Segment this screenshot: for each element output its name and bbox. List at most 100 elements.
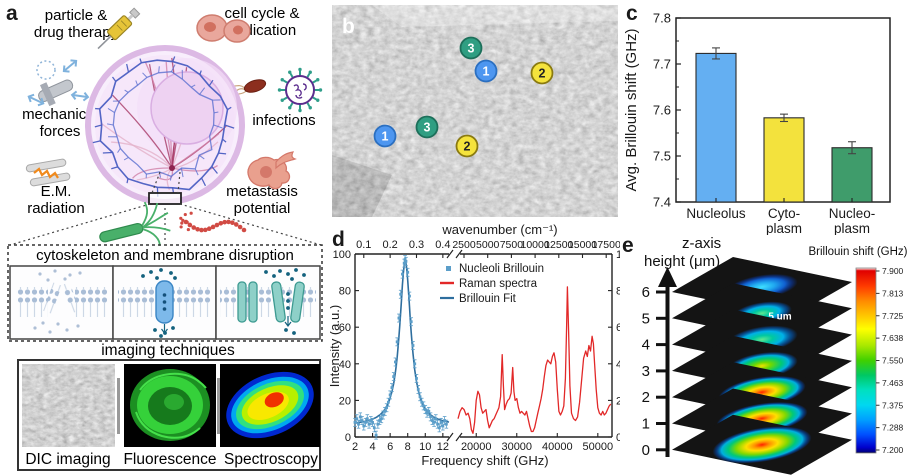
- panel-c: 7.4 7.5 7.6 7.7 7.8 Nucleolus Cyto-plasm Nucleo…: [620, 0, 913, 236]
- cytoskeleton-filament: [112, 94, 173, 169]
- label-mechanical-line1: mechanical: [22, 106, 98, 123]
- label-metastasis-line2: potential: [234, 200, 291, 217]
- scatter-point: [386, 400, 390, 404]
- category-label-2: plasm: [834, 221, 870, 235]
- top-tick-label: 10000: [520, 239, 549, 251]
- cell-division-icon: [196, 14, 251, 43]
- cytoskeleton-branch: [201, 177, 207, 187]
- scatter-point: [390, 386, 394, 389]
- marker-number-2: 2: [464, 140, 471, 154]
- panel-d: 0020204040606080801001002468101220000300…: [327, 222, 634, 475]
- marker-number-3: 3: [424, 121, 431, 135]
- z-slice-0: [672, 414, 852, 475]
- syringe-icon: [97, 7, 141, 50]
- z-tick-label: 5: [642, 310, 650, 327]
- actin-bead: [226, 219, 231, 225]
- virus-spike-tip: [298, 108, 302, 113]
- scatter-point: [409, 320, 413, 324]
- cytoskeleton-branch: [211, 166, 218, 174]
- panel-a: particle & drug therapy cell cycle & rep…: [0, 0, 330, 475]
- scatter-point: [399, 292, 403, 296]
- actin-bead: [203, 227, 208, 233]
- c-ylabel: Avg. Brillouin shift (GHz): [623, 28, 640, 191]
- cytoskeleton-ring: [112, 71, 215, 178]
- label-mechanical-line2: forces: [40, 123, 81, 140]
- actin-bead: [233, 222, 239, 227]
- slice-heatmap-blob: [712, 426, 812, 464]
- cytoskeleton-ring: [98, 59, 229, 191]
- cytoskeleton-branch: [111, 166, 118, 170]
- actin-dot: [180, 221, 184, 225]
- colorbar-tick-label: 7.900: [882, 266, 904, 276]
- actin-dot: [183, 212, 187, 217]
- cytoskeleton-branch: [111, 76, 117, 82]
- actin-bead: [214, 222, 220, 228]
- disruption-title: cytoskeleton and membrane disruption: [36, 247, 294, 264]
- cytoskeleton-branch: [198, 154, 205, 160]
- y-tick-label: 40: [339, 359, 351, 371]
- legend-label-1: Raman spectra: [459, 278, 538, 290]
- imaging-title: imaging techniques: [101, 342, 235, 359]
- cytoskeleton-filament: [132, 167, 173, 179]
- colorbar-title: Brillouin shift (GHz): [808, 246, 907, 258]
- actin-bead: [218, 220, 224, 226]
- label-em-line1: E.M.: [41, 183, 72, 200]
- cytoskeleton-branch: [190, 84, 196, 88]
- scatter-point: [437, 426, 441, 430]
- marker-number-1: 1: [382, 130, 389, 144]
- actin-dot: [189, 211, 193, 215]
- virus-spike-tip: [308, 106, 312, 110]
- bar-1: [763, 117, 805, 203]
- actin-bead: [206, 226, 212, 232]
- virus-spike-tip: [277, 88, 282, 92]
- top-tick-label: 17500: [592, 239, 620, 251]
- marker-1: 1: [474, 59, 498, 83]
- label-particle-line2: drug therapy: [34, 24, 119, 41]
- axes-frame: [354, 253, 613, 438]
- cytoskeleton-branch: [117, 148, 121, 153]
- actin-bead: [191, 225, 197, 230]
- panel-e: 5 μm 6 5 4 3 2 1 0 z-axis height (μm) 7.900 7.813 7.…: [620, 235, 913, 475]
- actin-bead: [187, 222, 193, 228]
- actin-chain-icon: [179, 211, 247, 233]
- cytoskeleton-branch: [218, 152, 227, 155]
- marker-3: 3: [415, 115, 439, 139]
- top-tick-label: 2500: [452, 239, 476, 251]
- marker-2: 2: [530, 61, 554, 85]
- break-mark: [455, 432, 463, 442]
- virus-spike-tip: [316, 78, 320, 82]
- virus-spike-tip: [318, 88, 323, 92]
- panel-a-illustration: particle & drug therapy cell cycle & rep…: [7, 5, 323, 471]
- brillouin-fit-line: [354, 259, 450, 424]
- top-tick-label: 15000: [568, 239, 597, 251]
- scatter-point: [360, 419, 364, 422]
- dic-thumbnail: [22, 364, 115, 447]
- scatter-point: [369, 419, 373, 422]
- cytoskeleton-branch: [180, 168, 184, 178]
- scatter-point: [415, 377, 418, 380]
- scatter-point: [371, 420, 374, 424]
- scatter-point: [385, 406, 389, 410]
- marker-2: 2: [455, 134, 479, 158]
- colorbar-tick-label: 7.200: [882, 445, 904, 455]
- scatter-point: [430, 419, 434, 422]
- top-tick-label: 7500: [500, 239, 524, 251]
- nucleus: [150, 71, 224, 145]
- d-ylabel: Intensity (a.u.): [330, 305, 342, 387]
- break-mark: [455, 249, 463, 259]
- actin-dot: [186, 227, 190, 232]
- x-tick-label: 30000: [501, 441, 532, 453]
- marker-number-2: 2: [539, 67, 546, 81]
- panel-a-label: a: [6, 2, 18, 25]
- marker-circle-2: [455, 134, 479, 158]
- category-label-2: Nucleo-: [829, 206, 876, 221]
- z-tick-label: 6: [642, 284, 650, 301]
- actin-bead: [210, 224, 216, 230]
- scatter-point: [441, 424, 445, 428]
- z-tick-label: 0: [642, 442, 650, 459]
- cytoskeleton-branch: [171, 64, 176, 72]
- metastasis-cell-icon: [247, 151, 297, 190]
- scatter-point: [418, 395, 422, 399]
- scatter-point: [425, 411, 429, 415]
